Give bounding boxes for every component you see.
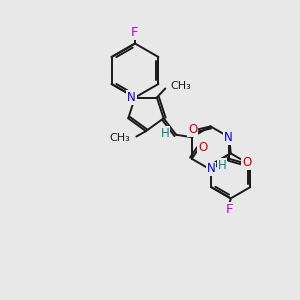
Text: N: N: [224, 131, 233, 144]
Text: H: H: [160, 127, 169, 140]
Text: O: O: [188, 124, 197, 136]
Text: CH₃: CH₃: [171, 81, 191, 91]
Text: O: O: [242, 157, 252, 169]
Text: F: F: [131, 26, 139, 39]
Text: N: N: [127, 91, 136, 104]
Text: CH₃: CH₃: [109, 133, 130, 143]
Text: H: H: [218, 159, 226, 172]
Text: N: N: [207, 163, 215, 176]
Text: F: F: [226, 203, 233, 216]
Text: O: O: [198, 141, 208, 154]
